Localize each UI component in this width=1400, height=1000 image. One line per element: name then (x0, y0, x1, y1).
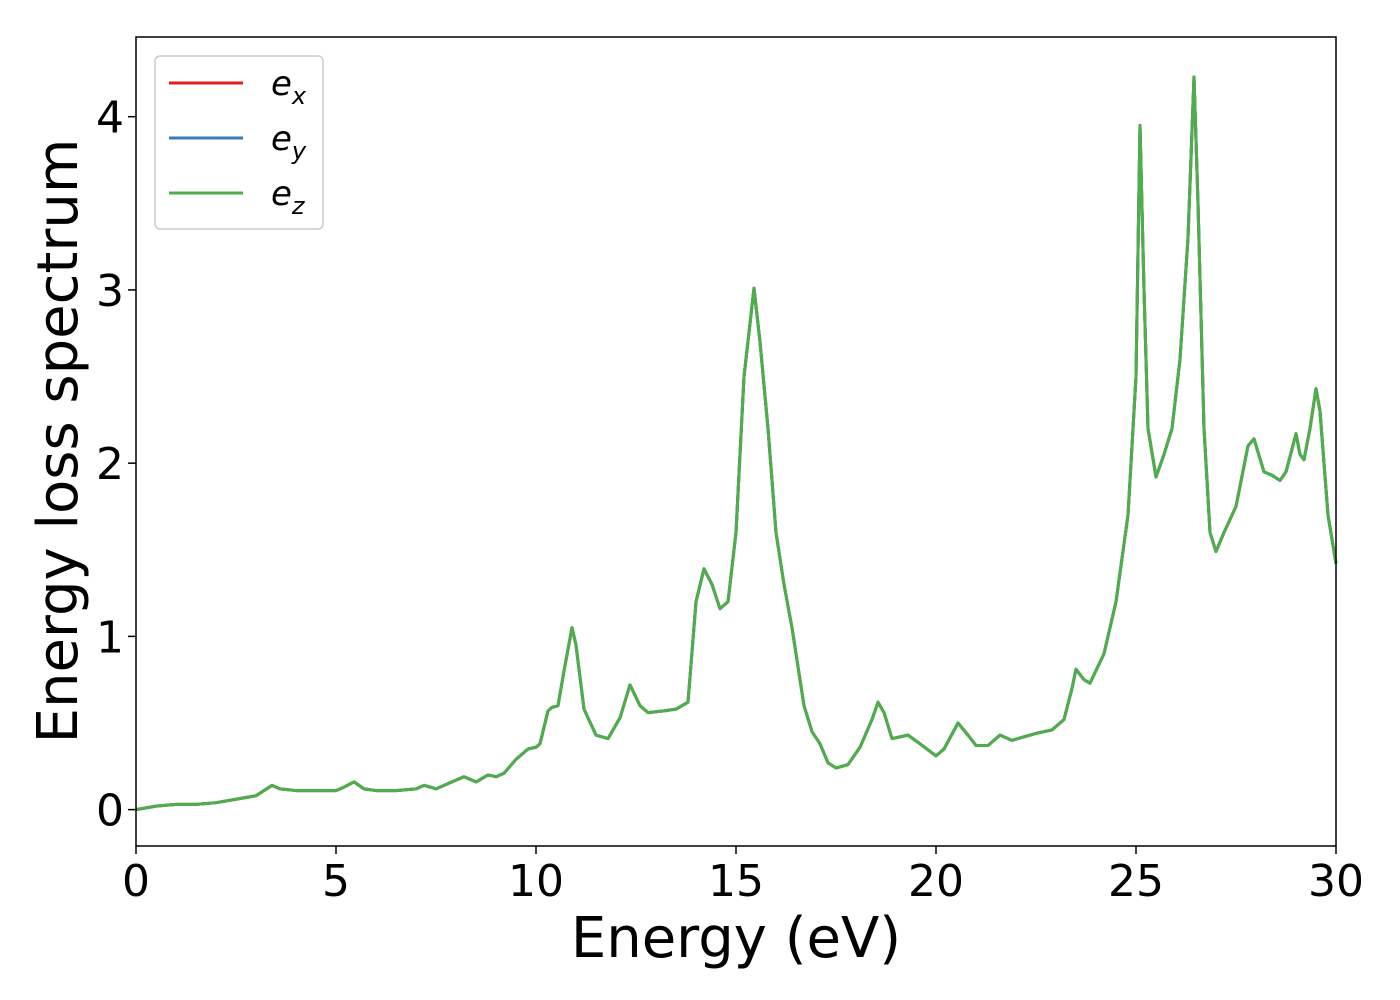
legend-label-base: e (271, 64, 292, 104)
legend-label-sub: y (291, 137, 307, 165)
legend-label: ez (271, 174, 306, 220)
y-tick-label: 2 (96, 439, 124, 490)
y-tick-label: 3 (96, 266, 124, 317)
legend-label-base: e (271, 119, 292, 159)
series-line (135, 75, 1338, 812)
x-axis-label: Energy (eV) (571, 906, 901, 971)
legend-label-sub: z (291, 192, 306, 220)
y-axis-label: Energy loss spectrum (26, 139, 91, 744)
plot-frame (135, 36, 1337, 847)
x-tick-label: 15 (708, 856, 764, 907)
y-tick-label: 4 (96, 93, 124, 144)
legend-label-sub: x (291, 82, 307, 110)
x-tick-label: 30 (1308, 856, 1364, 907)
legend-label-base: e (271, 174, 292, 214)
legend-label: ex (271, 64, 307, 110)
legend-label: ey (271, 119, 307, 165)
x-tick-label: 20 (908, 856, 964, 907)
x-tick-label: 0 (122, 856, 150, 907)
x-tick-label: 25 (1108, 856, 1164, 907)
x-tick-label: 10 (508, 856, 564, 907)
y-tick-label: 1 (96, 612, 124, 663)
legend-box (154, 55, 324, 230)
y-tick-label: 0 (96, 786, 124, 837)
x-tick-label: 5 (322, 856, 350, 907)
